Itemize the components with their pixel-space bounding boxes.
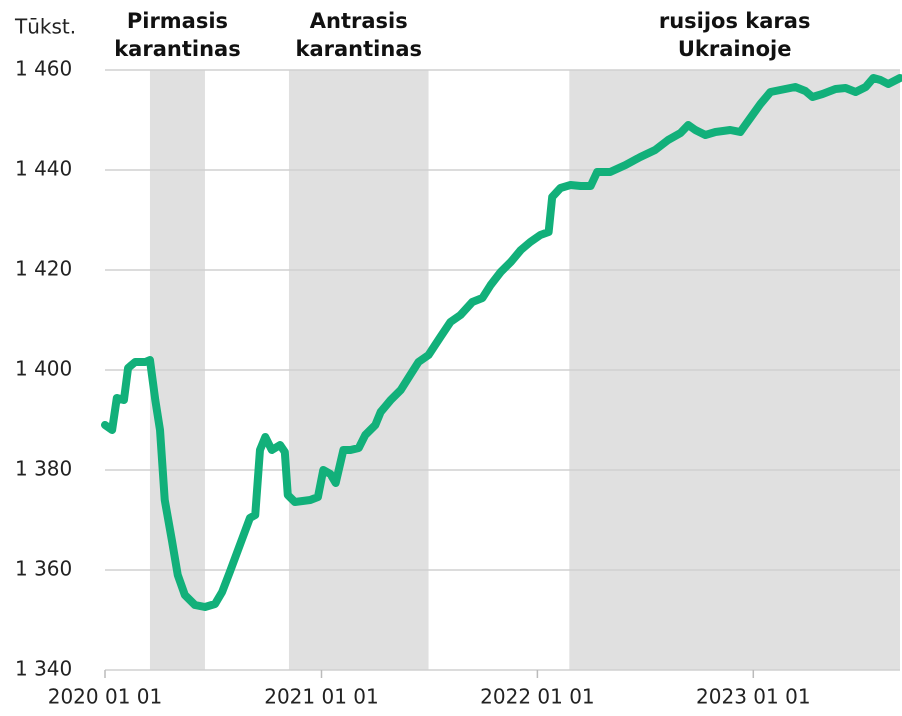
y-tick-label: 1 460 (15, 57, 72, 81)
data-line (101, 74, 902, 611)
period-label: Ukrainoje (678, 37, 792, 61)
y-tick-label: 1 440 (15, 157, 72, 181)
x-tick-label: 2021 01 01 (264, 685, 379, 709)
period-label: karantinas (114, 37, 240, 61)
x-tick-label: 2022 01 01 (480, 685, 595, 709)
y-tick-label: 1 400 (15, 357, 72, 381)
y-tick-label: 1 380 (15, 457, 72, 481)
y-tick-label: 1 340 (15, 657, 72, 681)
period-label: Pirmasis (127, 9, 228, 33)
y-tick-label: 1 420 (15, 257, 72, 281)
period-label: rusijos karas (659, 9, 811, 33)
x-tick-label: 2023 01 01 (696, 685, 811, 709)
period-label: Antrasis (310, 9, 408, 33)
period-label: karantinas (296, 37, 422, 61)
y-unit: Tūkst. (14, 15, 76, 39)
x-tick-label: 2020 01 01 (48, 685, 163, 709)
y-tick-label: 1 360 (15, 557, 72, 581)
